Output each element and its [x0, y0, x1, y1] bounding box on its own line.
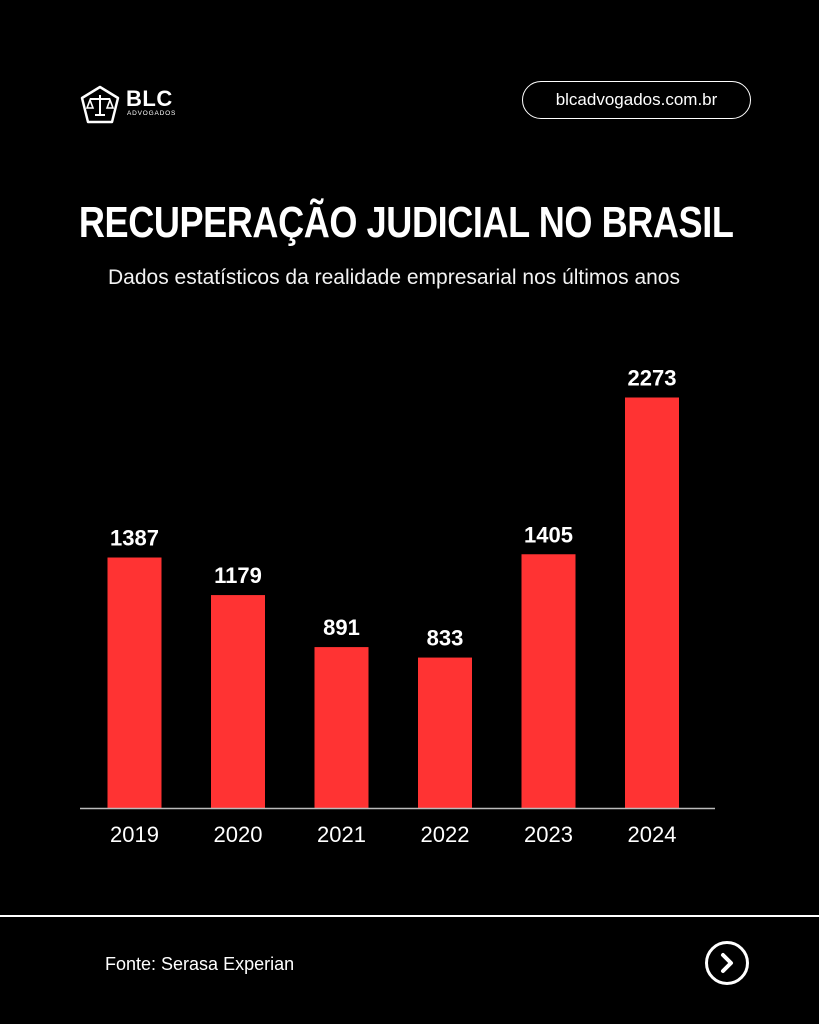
x-tick-label-2021: 2021 [317, 822, 366, 847]
next-button[interactable] [705, 941, 749, 985]
x-tick-label-2024: 2024 [628, 822, 677, 847]
x-tick-label-2023: 2023 [524, 822, 573, 847]
brand-name: BLC [126, 86, 173, 111]
x-tick-label-2019: 2019 [110, 822, 159, 847]
data-label-2019: 1387 [110, 526, 159, 551]
data-label-2022: 833 [427, 626, 464, 651]
bar-2023 [521, 554, 576, 808]
bar-2024 [625, 397, 679, 808]
source-note: Fonte: Serasa Experian [105, 954, 295, 974]
data-label-2023: 1405 [524, 522, 573, 547]
scales-of-justice-icon [80, 85, 120, 124]
brand-subtitle: ADVOGADOS [127, 110, 177, 117]
website-link[interactable]: blcadvogados.com.br [522, 81, 751, 119]
data-label-2021: 891 [323, 615, 360, 640]
bar-2022 [418, 657, 472, 808]
bar-chart: 1387 2019 1179 2020 891 2021 833 2022 1405 2023 22… [80, 365, 715, 847]
bar-2021 [314, 647, 369, 808]
brand-logo: BLC ADVOGADOS [78, 84, 188, 128]
x-tick-label-2020: 2020 [214, 822, 263, 847]
x-tick-label-2022: 2022 [421, 822, 470, 847]
bars-layer: 1387 2019 1179 2020 891 2021 833 2022 1405 2023 22… [107, 365, 679, 847]
footer-divider [0, 915, 819, 917]
bar-2020 [211, 595, 265, 808]
chevron-right-icon [721, 953, 733, 973]
data-label-2020: 1179 [214, 563, 262, 588]
data-label-2024: 2273 [628, 365, 677, 390]
page-title: RECUPERAÇÃO JUDICIAL NO BRASIL [78, 198, 734, 247]
bar-2019 [107, 557, 162, 808]
page-subtitle: Dados estatísticos da realidade empresar… [108, 266, 680, 289]
